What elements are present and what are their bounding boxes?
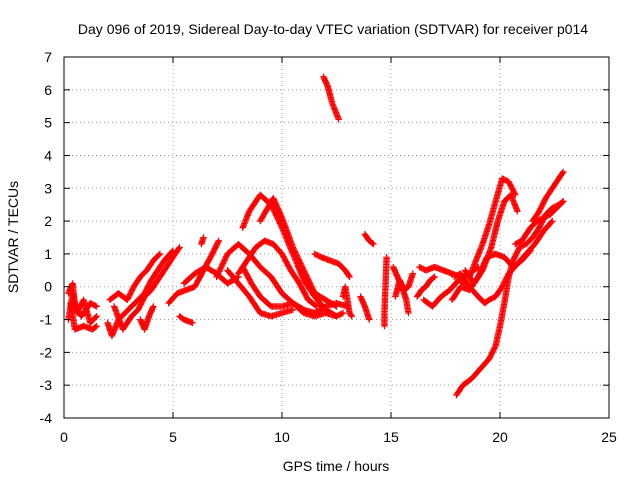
data-point-marker	[92, 302, 99, 309]
data-point-marker	[93, 303, 100, 310]
y-tick-label: 5	[44, 115, 52, 131]
data-segment	[224, 267, 297, 320]
data-point-marker	[514, 208, 521, 215]
data-segment	[239, 191, 340, 320]
data-point-marker	[92, 314, 99, 321]
y-tick-label: -2	[40, 344, 53, 360]
data-point-marker	[150, 303, 157, 310]
data-point-marker	[93, 322, 100, 330]
data-point-marker	[333, 313, 340, 320]
data-point-marker	[338, 310, 345, 317]
data-point-marker	[549, 217, 556, 225]
data-segment	[257, 194, 340, 310]
data-point-marker	[289, 306, 297, 313]
data-point-marker	[559, 199, 566, 206]
data-point-marker	[560, 198, 567, 205]
data-point-marker	[430, 274, 437, 281]
data-segment	[198, 234, 207, 248]
data-point-marker	[312, 302, 319, 309]
data-point-marker	[155, 251, 163, 259]
data-segment	[137, 303, 157, 333]
data-point-marker	[383, 253, 390, 261]
y-axis-label: SDTVAR / TECUs	[5, 181, 21, 293]
data-segment	[381, 253, 390, 330]
y-tick-label: 2	[44, 213, 52, 229]
data-point-marker	[189, 319, 196, 327]
data-point-marker	[200, 234, 207, 241]
data-segment	[110, 244, 183, 333]
x-tick-label: 25	[601, 429, 617, 445]
data-point-marker	[333, 303, 340, 310]
x-tick-label: 10	[274, 429, 290, 445]
y-tick-label: 4	[44, 147, 52, 163]
data-point-marker	[548, 218, 555, 226]
data-segment	[320, 73, 342, 123]
data-segment	[311, 250, 353, 281]
data-point-marker	[559, 169, 566, 177]
data-points	[65, 73, 567, 399]
data-segment	[466, 175, 519, 281]
axis-ticks: 0 5 10 15 20 25 -4 -3 -2 -1 0 1 2 3 4 5 6 7	[40, 49, 617, 445]
y-tick-label: 0	[44, 279, 52, 295]
chart-title: Day 096 of 2019, Sidereal Day-to-day VTE…	[78, 21, 588, 37]
data-point-marker	[214, 238, 222, 246]
data-point-marker	[409, 270, 416, 277]
data-point-marker	[175, 245, 182, 252]
data-segment	[176, 313, 196, 327]
data-point-marker	[366, 316, 373, 323]
y-tick-label: 3	[44, 180, 52, 196]
data-segment	[357, 293, 373, 323]
y-tick-label: 7	[44, 49, 52, 65]
data-segment	[235, 237, 321, 310]
data-point-marker	[92, 323, 99, 331]
data-point-marker	[348, 313, 355, 320]
data-point-marker	[346, 273, 353, 281]
x-axis-label: GPS time / hours	[283, 458, 390, 474]
data-segment	[392, 270, 416, 300]
x-tick-label: 20	[492, 429, 508, 445]
data-point-marker	[345, 272, 353, 279]
data-segment	[65, 280, 100, 320]
y-tick-label: -3	[40, 377, 53, 393]
data-point-marker	[176, 244, 183, 251]
data-segment	[239, 263, 347, 320]
data-segment	[529, 168, 567, 225]
data-point-marker	[347, 311, 355, 319]
plot-frame	[63, 56, 610, 419]
data-point-marker	[332, 312, 339, 319]
y-tick-label: -4	[40, 410, 53, 426]
grid-lines	[64, 57, 609, 418]
y-tick-label: -1	[40, 312, 53, 328]
data-point-marker	[335, 116, 342, 123]
data-segment	[453, 198, 567, 399]
data-segment	[413, 273, 438, 300]
data-segment	[361, 231, 377, 248]
data-point-marker	[156, 250, 164, 258]
x-tick-label: 15	[383, 429, 399, 445]
y-tick-label: 6	[44, 82, 52, 98]
data-point-marker	[93, 313, 100, 320]
data-point-marker	[215, 237, 222, 244]
data-point-marker	[405, 309, 412, 317]
data-point-marker	[560, 168, 567, 176]
y-tick-label: 1	[44, 246, 52, 262]
data-point-marker	[431, 273, 438, 281]
x-tick-label: 5	[169, 429, 177, 445]
data-segment	[339, 283, 355, 320]
data-point-marker	[313, 303, 321, 310]
data-point-marker	[370, 240, 377, 248]
data-point-marker	[339, 309, 347, 317]
data-segment	[389, 263, 412, 317]
x-tick-label: 0	[60, 429, 68, 445]
data-point-marker	[369, 240, 376, 247]
data-segment	[512, 198, 567, 248]
data-point-marker	[332, 302, 339, 309]
data-segment	[106, 250, 164, 304]
